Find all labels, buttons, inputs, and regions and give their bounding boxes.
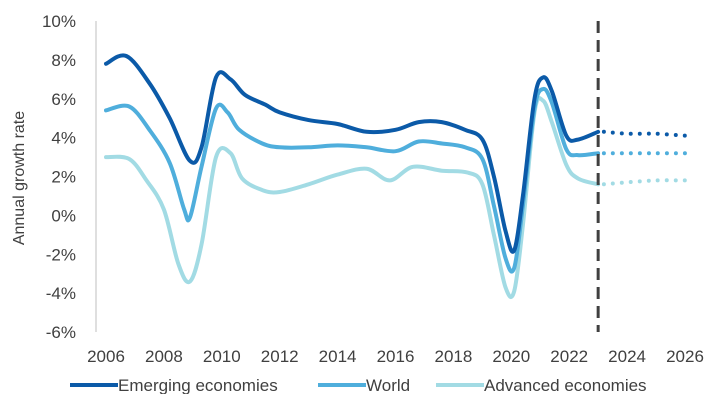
x-tick-label: 2024	[608, 347, 646, 366]
y-tick-label: 8%	[51, 51, 76, 70]
x-tick-label: 2018	[434, 347, 472, 366]
legend-label: Emerging economies	[118, 376, 278, 394]
y-tick-label: -6%	[46, 323, 76, 342]
x-tick-label: 2014	[319, 347, 357, 366]
x-tick-label: 2012	[261, 347, 299, 366]
x-tick-label: 2010	[203, 347, 241, 366]
y-tick-label: 0%	[51, 206, 76, 225]
legend-label: Advanced economies	[484, 376, 647, 394]
y-tick-labels: -6% -4% -2% 0% 2% 4% 6% 8% 10%	[42, 12, 76, 342]
y-tick-label: -4%	[46, 284, 76, 303]
x-tick-label: 2022	[550, 347, 588, 366]
y-tick-label: 4%	[51, 129, 76, 148]
y-axis-label: Annual growth rate	[11, 111, 28, 245]
x-tick-label: 2020	[492, 347, 530, 366]
x-tick-label: 2016	[377, 347, 415, 366]
series-line-emerging-economies	[104, 53, 601, 254]
forecast-line-emerging-economies	[601, 129, 687, 138]
x-tick-label: 2008	[145, 347, 183, 366]
forecast-line-advanced-economies	[601, 178, 687, 187]
y-tick-label: -2%	[46, 245, 76, 264]
series-lines	[104, 53, 687, 299]
y-tick-label: 6%	[51, 90, 76, 109]
legend: Emerging economies World Advanced economie…	[70, 376, 647, 394]
y-tick-label: 2%	[51, 168, 76, 187]
y-tick-label: 10%	[42, 12, 76, 31]
legend-label: World	[366, 376, 410, 394]
x-tick-label: 2006	[87, 347, 125, 366]
x-tick-labels: 2006 2008 2010 2012 2014 2016 2018 2020 2022 2024…	[87, 347, 704, 366]
x-tick-label: 2026	[666, 347, 704, 366]
